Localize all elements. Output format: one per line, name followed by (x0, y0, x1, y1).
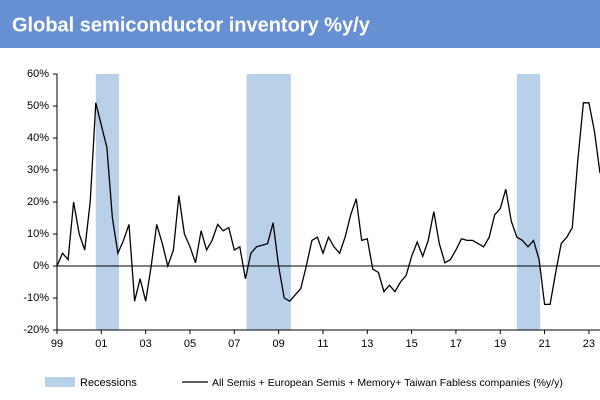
recession-band (516, 74, 541, 330)
legend-swatch (45, 377, 75, 387)
x-tick-label: 09 (273, 338, 285, 350)
x-tick-label: 23 (583, 338, 595, 350)
x-tick-label: 01 (95, 338, 107, 350)
y-tick-label: 0% (33, 260, 49, 272)
x-tick-label: 05 (184, 338, 196, 350)
y-tick-label: 30% (27, 164, 49, 176)
x-tick-label: 11 (317, 338, 328, 350)
x-tick-label: 07 (228, 338, 240, 350)
y-tick-label: 40% (27, 132, 49, 144)
y-tick-label: 10% (27, 228, 49, 240)
title-bar (0, 0, 600, 48)
x-tick-label: 17 (450, 338, 462, 350)
legend-label: Recessions (80, 377, 137, 389)
y-tick-label: 20% (27, 196, 49, 208)
x-tick-label: 99 (51, 338, 63, 350)
x-tick-label: 21 (538, 338, 550, 350)
chart-title: Global semiconductor inventory %y/y (12, 14, 371, 36)
x-tick-label: 15 (405, 338, 417, 350)
x-tick-label: 13 (361, 338, 373, 350)
recession-band (95, 74, 120, 330)
recession-band (246, 74, 291, 330)
y-tick-label: -20% (23, 324, 49, 336)
data-line (56, 102, 600, 306)
x-tick-label: 19 (494, 338, 506, 350)
legend-label: All Semis + European Semis + Memory+ Tai… (212, 377, 563, 389)
y-tick-label: 60% (27, 68, 49, 80)
y-tick-label: 50% (27, 100, 49, 112)
x-tick-label: 03 (140, 338, 152, 350)
y-tick-label: -10% (23, 292, 49, 304)
